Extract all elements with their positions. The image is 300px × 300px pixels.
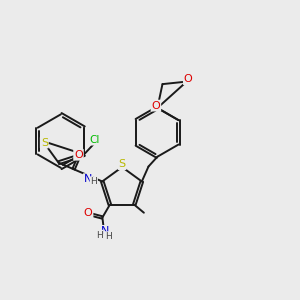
Text: H: H	[105, 232, 112, 241]
Text: H: H	[96, 230, 103, 239]
Text: Cl: Cl	[89, 135, 100, 145]
Text: N: N	[100, 226, 109, 236]
Text: O: O	[152, 100, 160, 111]
Text: S: S	[118, 159, 126, 169]
Text: S: S	[41, 138, 48, 148]
Text: O: O	[74, 150, 83, 160]
Text: O: O	[84, 208, 92, 218]
Text: H: H	[90, 177, 97, 186]
Text: N: N	[84, 174, 92, 184]
Text: O: O	[184, 74, 193, 84]
